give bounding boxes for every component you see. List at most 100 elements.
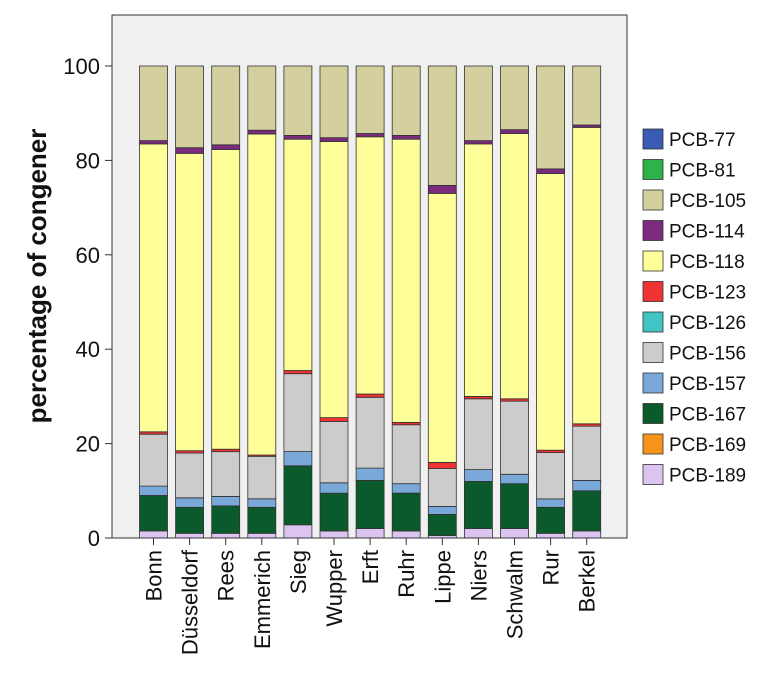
axes-layer: 0 20 40 60 80 100 Bonn Düsseldorf Rees Emmerich Si… [63, 15, 627, 655]
bar-segment-pcb-157-9 [463, 469, 493, 482]
legend-label-pcb-81: PCB-81 [669, 161, 736, 182]
bar-segment-pcb-118-4 [283, 138, 313, 371]
x-category-label: Rur [539, 550, 564, 585]
x-category-label: Ruhr [394, 550, 419, 598]
bar-segment-pcb-156-4 [283, 373, 313, 453]
bar-segment-pcb-114-3 [247, 129, 277, 135]
bar-segment-pcb-156-2 [211, 451, 241, 497]
bar-segment-pcb-167-8 [427, 514, 457, 537]
bar-segment-pcb-118-9 [463, 143, 493, 397]
legend-swatch-pcb-105 [642, 189, 664, 211]
bar-segment-pcb-156-10 [500, 400, 529, 475]
legend-swatch-pcb-123 [642, 281, 664, 302]
bars-layer [139, 65, 602, 539]
y-tick-label: 40 [76, 337, 100, 362]
bar-segment-pcb-118-11 [536, 173, 565, 451]
bar-segment-pcb-114-9 [463, 140, 493, 145]
bar-segment-pcb-167-12 [572, 490, 602, 532]
bar-segment-pcb-189-1 [175, 532, 205, 539]
x-category-label: Düsseldorf [178, 549, 203, 655]
bar-segment-pcb-157-1 [175, 497, 205, 508]
bar-segment-pcb-105-5 [319, 65, 349, 139]
bar-segment-pcb-157-0 [139, 485, 168, 496]
x-category-label: Berkel [575, 550, 600, 612]
bar-segment-pcb-157-10 [500, 473, 529, 485]
bar-segment-pcb-114-2 [211, 144, 241, 150]
bar-segment-pcb-189-5 [319, 530, 349, 539]
bar-segment-pcb-114-8 [427, 184, 457, 194]
bar-segment-pcb-118-2 [211, 149, 241, 450]
bar-segment-pcb-167-3 [247, 506, 277, 534]
y-tick-label: 20 [76, 432, 100, 457]
bar-segment-pcb-189-3 [247, 532, 277, 539]
legend-label-pcb-169: PCB-169 [669, 435, 746, 456]
bar-segment-pcb-105-3 [247, 65, 277, 131]
legend-label-pcb-118: PCB-118 [669, 252, 745, 273]
bar-segment-pcb-105-11 [536, 65, 565, 170]
legend-swatch-pcb-169 [642, 433, 664, 455]
bar-segment-pcb-167-1 [175, 506, 205, 534]
bar-segment-pcb-157-3 [247, 498, 277, 508]
bar-segment-pcb-105-10 [500, 65, 529, 131]
bar-segment-pcb-189-11 [536, 532, 565, 539]
legend-swatch-pcb-126 [642, 311, 664, 333]
bar-segment-pcb-114-4 [283, 134, 313, 140]
legend-label-pcb-126: PCB-126 [669, 313, 746, 334]
bar-segment-pcb-189-4 [283, 524, 313, 539]
bar-segment-pcb-156-8 [427, 468, 457, 507]
legend-label-pcb-77: PCB-77 [669, 130, 736, 151]
bar-segment-pcb-156-1 [175, 452, 205, 499]
bar-segment-pcb-114-5 [319, 137, 349, 142]
bar-segment-pcb-157-2 [211, 496, 241, 507]
bar-segment-pcb-156-5 [319, 420, 349, 484]
bar-segment-pcb-118-5 [319, 141, 349, 419]
bar-segment-pcb-118-0 [139, 143, 168, 433]
bar-segment-pcb-156-7 [391, 424, 421, 485]
legend-label-pcb-114: PCB-114 [669, 222, 745, 243]
bar-segment-pcb-105-6 [355, 65, 385, 134]
bar-segment-pcb-156-0 [139, 433, 168, 487]
legend-label-pcb-189: PCB-189 [669, 466, 746, 487]
bar-segment-pcb-167-2 [211, 505, 241, 534]
legend-label-pcb-167: PCB-167 [669, 405, 746, 426]
bar-segment-pcb-114-0 [139, 140, 168, 145]
y-axis-title: percentage of congener [22, 129, 52, 424]
x-category-label: Sieg [286, 550, 311, 594]
bar-segment-pcb-118-8 [427, 192, 457, 463]
legend-label-pcb-156: PCB-156 [669, 344, 746, 365]
bar-segment-pcb-105-12 [572, 65, 602, 126]
bar-segment-pcb-156-3 [247, 455, 277, 500]
bar-segment-pcb-156-12 [572, 425, 602, 481]
y-tick-label: 80 [76, 148, 100, 173]
bar-segment-pcb-114-11 [536, 168, 565, 174]
bar-segment-pcb-157-12 [572, 479, 602, 492]
bar-segment-pcb-105-8 [427, 65, 457, 186]
bar-segment-pcb-118-7 [391, 138, 421, 423]
bar-segment-pcb-167-5 [319, 492, 349, 532]
y-tick-label: 60 [76, 243, 100, 268]
bar-segment-pcb-118-6 [355, 136, 385, 395]
legend-swatch-pcb-114 [642, 220, 664, 241]
bar-segment-pcb-105-7 [391, 65, 421, 136]
bar-segment-pcb-157-8 [427, 505, 457, 515]
bar-segment-pcb-167-0 [139, 495, 168, 532]
bar-segment-pcb-123-5 [319, 417, 349, 422]
bar-segment-pcb-118-1 [175, 152, 205, 452]
bar-segment-pcb-105-9 [463, 65, 493, 141]
bar-segment-pcb-118-10 [500, 133, 529, 400]
bar-segment-pcb-157-5 [319, 482, 349, 494]
bar-segment-pcb-189-10 [500, 528, 529, 539]
bar-segment-pcb-114-7 [391, 134, 421, 140]
legend-swatch-pcb-157 [642, 372, 664, 394]
bar-segment-pcb-189-0 [139, 530, 168, 539]
bar-segment-pcb-189-12 [572, 530, 602, 539]
bar-segment-pcb-105-2 [211, 65, 241, 146]
bar-segment-pcb-123-6 [355, 393, 385, 398]
bar-segment-pcb-157-7 [391, 483, 421, 494]
bar-segment-pcb-157-6 [355, 467, 385, 481]
legend-label-pcb-157: PCB-157 [669, 374, 746, 395]
bar-segment-pcb-189-9 [463, 528, 493, 539]
legend-swatch-pcb-77 [642, 128, 664, 150]
